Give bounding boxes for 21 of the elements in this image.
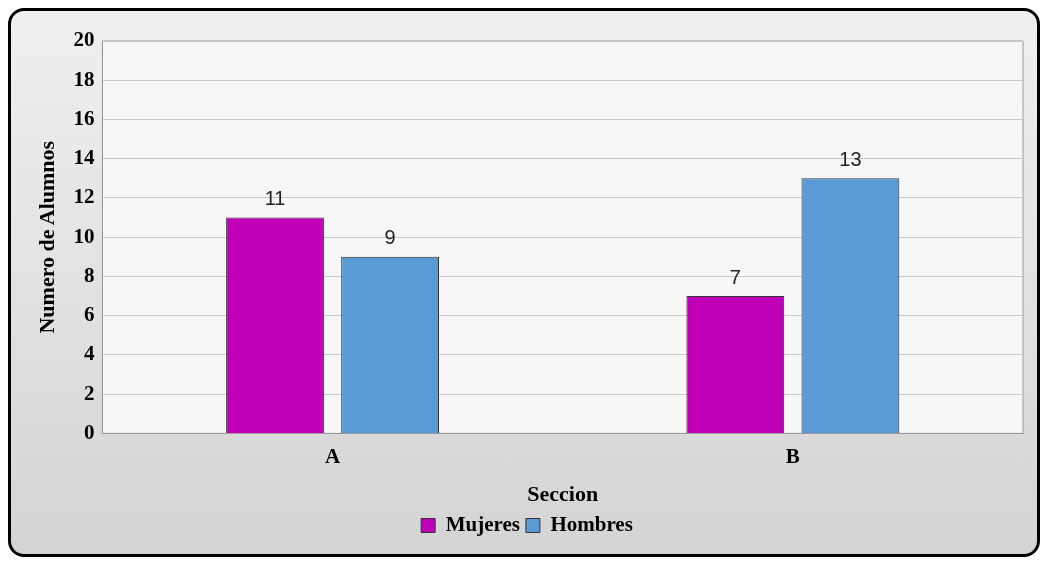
y-tick-label: 16 [73, 105, 95, 130]
data-label: 13 [839, 147, 862, 170]
y-tick-label: 0 [83, 419, 95, 444]
y-tick-label: 6 [83, 302, 95, 327]
y-tick-label: 20 [73, 27, 95, 52]
y-tick-label: 8 [83, 262, 95, 287]
data-label: 11 [264, 187, 286, 210]
y-tick-label: 10 [73, 223, 95, 248]
y-axis-title: Numero de Alumnos [33, 140, 59, 334]
y-tick-label: 14 [73, 145, 95, 170]
data-label: 7 [729, 265, 741, 288]
x-axis-title: Seccion [527, 481, 599, 507]
x-tick-label: B [785, 444, 800, 469]
data-label: 9 [384, 226, 396, 249]
y-tick-label: 2 [83, 380, 95, 405]
legend-label: Hombres [550, 511, 633, 536]
x-tick-label: A [324, 444, 341, 469]
legend-label: Mujeres [445, 511, 520, 536]
y-tick-label: 18 [73, 66, 95, 91]
y-tick-label: 4 [83, 341, 95, 366]
y-tick-label: 12 [73, 184, 95, 209]
